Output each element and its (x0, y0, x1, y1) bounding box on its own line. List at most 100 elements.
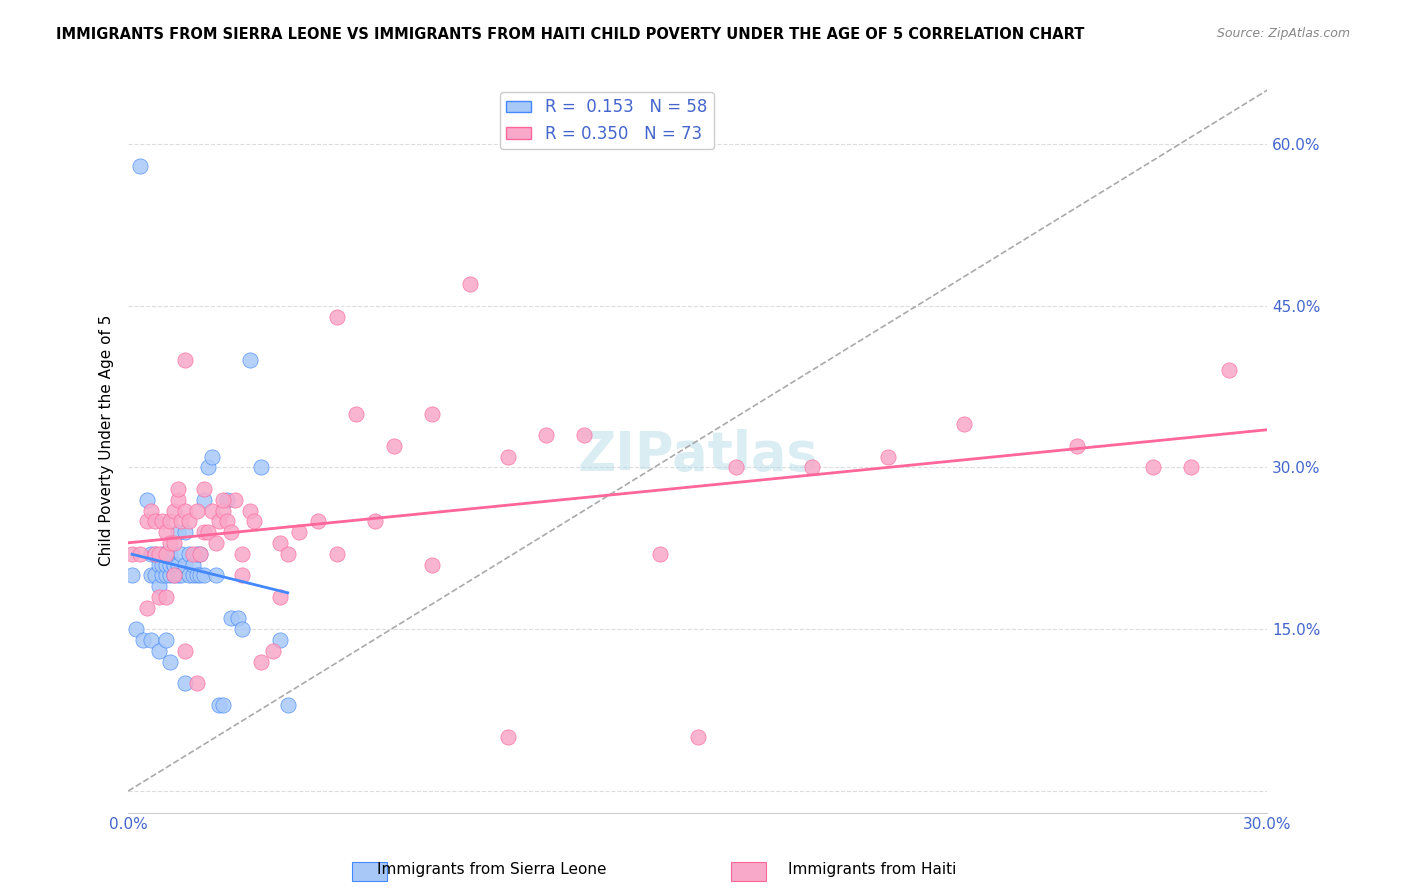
Point (174, 644, 197, 658)
Point (686, 730, 709, 744)
Point (186, 503, 208, 517)
Point (193, 568, 215, 582)
Point (197, 525, 219, 540)
Point (121, 547, 143, 561)
Point (159, 655, 181, 669)
Point (496, 730, 519, 744)
Point (148, 590, 170, 604)
Point (148, 644, 170, 658)
Point (170, 515, 193, 529)
Point (143, 515, 166, 529)
Point (572, 428, 595, 442)
Point (458, 277, 481, 292)
Point (136, 515, 159, 529)
Point (219, 611, 242, 625)
Point (420, 558, 443, 572)
Point (382, 439, 405, 453)
Point (136, 600, 159, 615)
Point (139, 503, 162, 517)
Point (136, 492, 159, 507)
Point (155, 547, 177, 561)
Point (152, 558, 174, 572)
Point (159, 558, 181, 572)
Point (177, 515, 200, 529)
Point (174, 558, 197, 572)
Point (288, 525, 311, 540)
Point (139, 568, 162, 582)
Point (242, 515, 264, 529)
Point (186, 568, 208, 582)
Point (239, 503, 262, 517)
Point (326, 310, 349, 324)
Point (148, 579, 170, 593)
Point (219, 525, 242, 540)
Point (152, 568, 174, 582)
Legend: R =  0.153   N = 58, R = 0.350   N = 73: R = 0.153 N = 58, R = 0.350 N = 73 (499, 92, 714, 149)
Point (159, 515, 181, 529)
Point (212, 503, 235, 517)
Point (170, 547, 193, 561)
Point (155, 568, 177, 582)
Point (250, 655, 273, 669)
Point (163, 558, 186, 572)
Point (269, 536, 291, 550)
Point (155, 590, 177, 604)
Point (250, 460, 273, 475)
Point (212, 698, 235, 712)
Point (159, 568, 181, 582)
Point (204, 536, 226, 550)
Point (952, 417, 974, 432)
Point (152, 547, 174, 561)
Text: Immigrants from Sierra Leone: Immigrants from Sierra Leone (377, 863, 607, 877)
Point (269, 633, 291, 648)
Point (174, 503, 197, 517)
Point (344, 407, 367, 421)
Point (155, 525, 177, 540)
Point (163, 558, 186, 572)
Point (163, 568, 186, 582)
Point (152, 515, 174, 529)
Point (224, 492, 246, 507)
Point (186, 547, 208, 561)
Point (1066, 439, 1088, 453)
Point (166, 525, 188, 540)
Point (231, 568, 253, 582)
Point (148, 547, 170, 561)
Point (159, 547, 181, 561)
Point (190, 547, 212, 561)
Point (166, 482, 188, 496)
Text: IMMIGRANTS FROM SIERRA LEONE VS IMMIGRANTS FROM HAITI CHILD POVERTY UNDER THE AG: IMMIGRANTS FROM SIERRA LEONE VS IMMIGRAN… (56, 27, 1084, 42)
Point (197, 460, 219, 475)
Point (155, 547, 177, 561)
Point (228, 611, 250, 625)
Point (1218, 363, 1240, 377)
Point (193, 525, 215, 540)
Point (648, 547, 671, 561)
Point (193, 482, 215, 496)
Point (277, 547, 299, 561)
Point (215, 515, 238, 529)
Point (166, 558, 188, 572)
Y-axis label: Child Poverty Under the Age of 5: Child Poverty Under the Age of 5 (100, 315, 114, 566)
Point (534, 428, 557, 442)
Point (800, 460, 823, 475)
Text: Immigrants from Haiti: Immigrants from Haiti (787, 863, 956, 877)
Point (496, 450, 519, 464)
Point (166, 492, 188, 507)
Point (201, 503, 224, 517)
Point (177, 568, 200, 582)
Point (212, 492, 235, 507)
Point (876, 450, 898, 464)
Point (121, 568, 143, 582)
Point (125, 622, 148, 636)
Point (231, 622, 253, 636)
Point (181, 558, 204, 572)
Point (155, 633, 177, 648)
Point (148, 558, 170, 572)
Point (132, 633, 155, 648)
Point (215, 492, 238, 507)
Point (1180, 460, 1202, 475)
Point (181, 547, 204, 561)
Point (174, 676, 197, 690)
Point (190, 568, 212, 582)
